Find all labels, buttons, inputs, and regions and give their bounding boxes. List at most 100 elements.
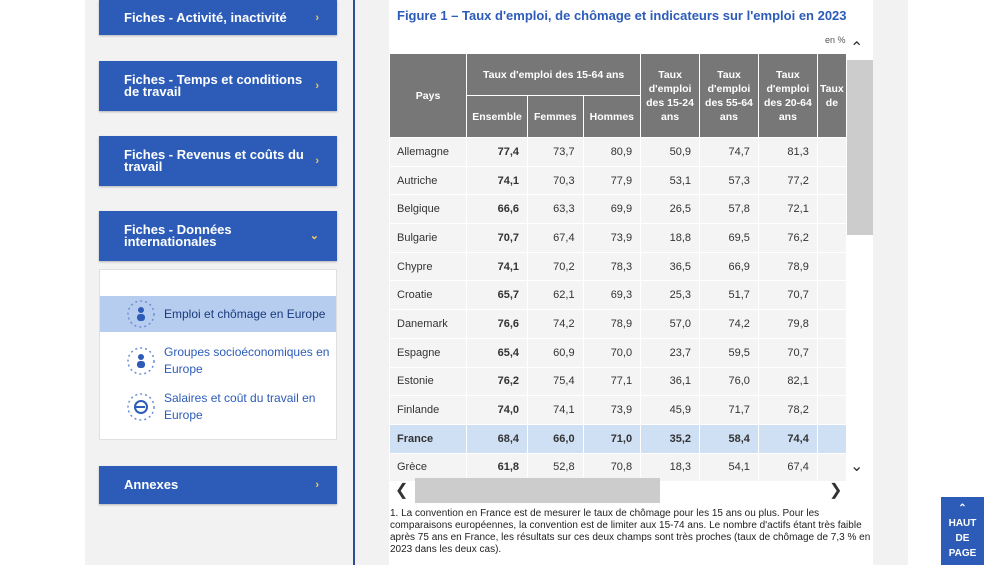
value-cell: 68,4 <box>466 423 529 454</box>
value-cell: 57,0 <box>640 309 701 339</box>
header-55-64: Taux d'emploi des 55-64 ans <box>699 53 759 138</box>
value-cell: 54,1 <box>699 452 759 481</box>
value-cell: 36,1 <box>640 366 701 397</box>
data-table-container[interactable]: Pays Taux d'emploi des 15-64 ans Taux d'… <box>389 53 847 481</box>
truncated-cell <box>816 337 847 368</box>
value-cell: 77,1 <box>582 366 642 397</box>
value-cell: 72,1 <box>757 194 818 225</box>
value-cell: 65,4 <box>466 337 529 368</box>
chevron-up-icon: ⌃ <box>958 503 967 514</box>
truncated-cell <box>816 309 847 339</box>
value-cell: 71,0 <box>582 423 642 454</box>
value-cell: 80,9 <box>582 137 642 167</box>
back-to-top-line1: HAUT <box>948 518 977 529</box>
value-cell: 70,7 <box>466 223 529 253</box>
submenu-label: Emploi et chômage en Europe <box>164 306 326 321</box>
country-cell: Autriche <box>389 165 468 196</box>
value-cell: 74,2 <box>699 309 759 339</box>
country-cell: Estonie <box>389 366 468 397</box>
country-cell: Danemark <box>389 309 468 339</box>
table-row: Autriche 74,1 70,3 77,9 53,1 57,3 77,2 <box>389 165 847 196</box>
unit-label: en % <box>825 35 846 45</box>
value-cell: 70,7 <box>757 280 818 311</box>
value-cell: 74,1 <box>466 251 529 282</box>
value-cell: 77,2 <box>757 165 818 196</box>
value-cell: 67,4 <box>527 223 584 253</box>
table-row: France 68,4 66,0 71,0 35,2 58,4 74,4 <box>389 423 847 454</box>
value-cell: 74,7 <box>699 137 759 167</box>
menu-temps-conditions[interactable]: Fiches - Temps et conditions de travail … <box>99 61 337 111</box>
country-cell: Finlande <box>389 395 468 425</box>
header-chomage: Taux de <box>816 53 847 138</box>
value-cell: 70,0 <box>582 337 642 368</box>
value-cell: 70,2 <box>527 251 584 282</box>
scroll-down-icon[interactable]: ⌄ <box>850 458 864 475</box>
menu-revenus-couts[interactable]: Fiches - Revenus et coûts du travail › <box>99 136 337 186</box>
country-cell: France <box>389 423 468 454</box>
submenu-label: Groupes socioéconomiques en Europe <box>164 345 330 376</box>
table-row: Danemark 76,6 74,2 78,9 57,0 74,2 79,8 <box>389 309 847 339</box>
value-cell: 76,2 <box>466 366 529 397</box>
value-cell: 75,4 <box>527 366 584 397</box>
value-cell: 78,2 <box>757 395 818 425</box>
people-group-icon <box>127 347 155 375</box>
value-cell: 81,3 <box>757 137 818 167</box>
value-cell: 18,3 <box>640 452 701 481</box>
data-table: Pays Taux d'emploi des 15-64 ans Taux d'… <box>389 53 847 481</box>
truncated-cell <box>816 251 847 282</box>
value-cell: 76,2 <box>757 223 818 253</box>
back-to-top-button[interactable]: ⌃ HAUT DE PAGE <box>941 497 984 565</box>
value-cell: 74,0 <box>466 395 529 425</box>
country-cell: Croatie <box>389 280 468 311</box>
menu-annexes[interactable]: Annexes › <box>99 466 337 504</box>
truncated-cell <box>816 452 847 481</box>
value-cell: 53,1 <box>640 165 701 196</box>
value-cell: 77,9 <box>582 165 642 196</box>
value-cell: 76,0 <box>699 366 759 397</box>
table-row: Espagne 65,4 60,9 70,0 23,7 59,5 70,7 <box>389 337 847 368</box>
people-group-icon <box>127 300 155 328</box>
value-cell: 66,0 <box>527 423 584 454</box>
menu-activite-inactivite[interactable]: Fiches - Activité, inactivité › <box>99 0 337 35</box>
chevron-right-icon: › <box>315 479 319 491</box>
value-cell: 74,4 <box>757 423 818 454</box>
table-row: Bulgarie 70,7 67,4 73,9 18,8 69,5 76,2 <box>389 223 847 253</box>
value-cell: 71,7 <box>699 395 759 425</box>
country-cell: Grèce <box>389 452 468 481</box>
value-cell: 45,9 <box>640 395 701 425</box>
truncated-cell <box>816 223 847 253</box>
submenu-panel: Emploi et chômage en Europe Groupes soci… <box>99 269 337 440</box>
chevron-down-icon: ⌄ <box>309 230 319 242</box>
value-cell: 62,1 <box>527 280 584 311</box>
country-cell: Chypre <box>389 251 468 282</box>
value-cell: 59,5 <box>699 337 759 368</box>
submenu-salaires-cout[interactable]: Salaires et coût du travail en Europe <box>100 389 336 425</box>
back-to-top-line3: PAGE <box>948 548 977 559</box>
menu-label: Fiches - Temps et conditions de travail <box>124 72 303 99</box>
menu-label: Fiches - Activité, inactivité <box>124 9 287 25</box>
header-hommes: Hommes <box>582 95 642 138</box>
value-cell: 26,5 <box>640 194 701 225</box>
scroll-right-icon[interactable]: ❯ <box>829 482 843 499</box>
value-cell: 73,9 <box>582 395 642 425</box>
value-cell: 70,7 <box>757 337 818 368</box>
value-cell: 65,7 <box>466 280 529 311</box>
vertical-divider <box>353 0 355 565</box>
vertical-scrollbar-thumb[interactable] <box>847 60 873 235</box>
scroll-left-icon[interactable]: ❮ <box>395 482 409 499</box>
value-cell: 57,8 <box>699 194 759 225</box>
horizontal-scrollbar-thumb[interactable] <box>415 478 660 503</box>
submenu-emploi-chomage[interactable]: Emploi et chômage en Europe <box>100 296 336 332</box>
chevron-right-icon: › <box>315 11 319 24</box>
value-cell: 66,9 <box>699 251 759 282</box>
truncated-cell <box>816 366 847 397</box>
right-gutter <box>874 0 908 565</box>
menu-label: Fiches - Données internationales <box>124 222 232 249</box>
value-cell: 70,8 <box>582 452 642 481</box>
scroll-up-icon[interactable]: ⌃ <box>850 40 864 57</box>
submenu-groupes-socioeco[interactable]: Groupes socioéconomiques en Europe <box>100 343 336 379</box>
value-cell: 18,8 <box>640 223 701 253</box>
value-cell: 52,8 <box>527 452 584 481</box>
menu-donnees-internationales[interactable]: Fiches - Données internationales ⌄ <box>99 211 337 261</box>
value-cell: 79,8 <box>757 309 818 339</box>
